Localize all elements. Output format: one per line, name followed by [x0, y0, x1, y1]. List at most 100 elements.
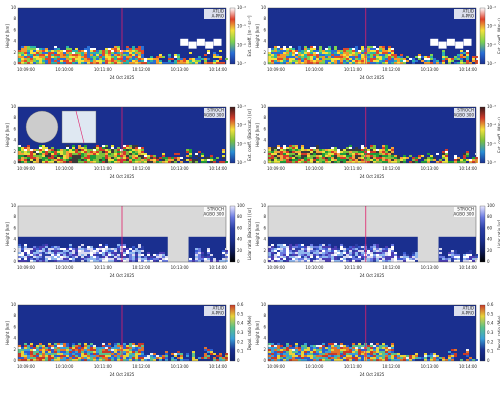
heatmap-cell — [102, 153, 105, 155]
heatmap-cell — [286, 153, 289, 155]
heatmap-cell — [385, 351, 388, 353]
heatmap-cell — [69, 248, 72, 250]
heatmap-cell — [283, 155, 286, 157]
heatmap-cell — [42, 351, 45, 353]
heatmap-cell — [30, 149, 33, 151]
heatmap-cell — [418, 157, 421, 159]
heatmap-cell — [412, 161, 415, 163]
heatmap-cell — [105, 56, 108, 58]
heatmap-cell — [466, 62, 469, 64]
plot-frame — [17, 304, 227, 362]
heatmap-cell — [310, 48, 313, 50]
heatmap-cell — [126, 347, 129, 349]
heatmap-cell — [307, 258, 310, 260]
heatmap-cell — [346, 351, 349, 353]
heatmap-cell — [201, 260, 204, 262]
colorbar-tick-label: 0.3 — [487, 330, 494, 335]
heatmap-cell — [27, 147, 30, 149]
heatmap-cell — [433, 159, 436, 161]
heatmap-cell — [301, 254, 304, 256]
heatmap-cell — [355, 56, 358, 58]
heatmap-cell — [126, 151, 129, 153]
heatmap-cell — [346, 155, 349, 157]
heatmap-cell — [301, 151, 304, 153]
heatmap-cell — [207, 52, 210, 54]
heatmap-cell — [99, 147, 102, 149]
heatmap-cell — [72, 351, 75, 353]
heatmap-cell — [42, 256, 45, 258]
heatmap-cell — [24, 149, 27, 151]
heatmap-cell — [349, 48, 352, 50]
heatmap-cell — [123, 353, 126, 355]
heatmap-cell — [346, 50, 349, 52]
heatmap-cell — [385, 353, 388, 355]
heatmap-cell — [81, 54, 84, 56]
heatmap-cell — [192, 353, 195, 355]
heatmap-cell — [129, 48, 132, 50]
heatmap-cell — [18, 353, 21, 355]
heatmap-cell — [319, 250, 322, 252]
heatmap-cell — [78, 359, 81, 361]
heatmap-cell — [376, 347, 379, 349]
heatmap-cell — [295, 147, 298, 149]
heatmap-cell — [84, 159, 87, 161]
heatmap-cell — [274, 359, 277, 361]
heatmap-cell — [343, 48, 346, 50]
heatmap-cell — [322, 157, 325, 159]
heatmap-cell — [406, 357, 409, 359]
heatmap-cell — [367, 353, 370, 355]
heatmap-cell — [412, 355, 415, 357]
heatmap-cell — [292, 48, 295, 50]
heatmap-cell — [466, 52, 469, 54]
heatmap-cell — [379, 155, 382, 157]
heatmap-cell — [105, 58, 108, 60]
heatmap-cell — [78, 147, 81, 149]
colorbar-label: Lidar ratio (Backscat.) [sr] — [247, 207, 252, 260]
heatmap-cell — [307, 252, 310, 254]
heatmap-cell — [286, 260, 289, 262]
heatmap-cell — [114, 359, 117, 361]
heatmap-cell — [108, 153, 111, 155]
heatmap-cell — [189, 161, 192, 163]
heatmap-cell — [313, 52, 316, 54]
heatmap-cell — [66, 52, 69, 54]
heatmap-cell — [271, 54, 274, 56]
heatmap-cell — [325, 151, 328, 153]
heatmap-cell — [391, 62, 394, 64]
heatmap-cell — [334, 343, 337, 345]
heatmap-cell — [120, 50, 123, 52]
heatmap-cell — [213, 258, 216, 260]
heatmap-cell — [310, 256, 313, 258]
heatmap-cell — [33, 157, 36, 159]
heatmap-cell — [117, 48, 120, 50]
heatmap-cell — [66, 50, 69, 52]
heatmap-cell — [207, 254, 210, 256]
heatmap-cell — [36, 58, 39, 60]
heatmap-cell — [120, 258, 123, 260]
heatmap-cell — [358, 155, 361, 157]
heatmap-cell — [307, 151, 310, 153]
heatmap-cell — [204, 349, 207, 351]
heatmap-cell — [18, 60, 21, 62]
heatmap-cell — [355, 260, 358, 262]
heatmap-cell — [331, 258, 334, 260]
heatmap-cell — [108, 149, 111, 151]
heatmap-cell — [66, 260, 69, 262]
heatmap-cell — [153, 155, 156, 157]
heatmap-cell — [87, 56, 90, 58]
heatmap-cell — [268, 52, 271, 54]
heatmap-cell — [36, 258, 39, 260]
heatmap-cell — [24, 351, 27, 353]
heatmap-cell — [54, 157, 57, 159]
heatmap-cell — [36, 345, 39, 347]
heatmap-cell — [33, 250, 36, 252]
heatmap-cell — [216, 62, 219, 64]
heatmap-cell — [90, 161, 93, 163]
heatmap-cell — [301, 157, 304, 159]
heatmap-cell — [114, 157, 117, 159]
heatmap-cell — [57, 256, 60, 258]
heatmap-cell — [51, 151, 54, 153]
heatmap-cell — [286, 50, 289, 52]
heatmap-cell — [138, 357, 141, 359]
heatmap-cell — [382, 62, 385, 64]
